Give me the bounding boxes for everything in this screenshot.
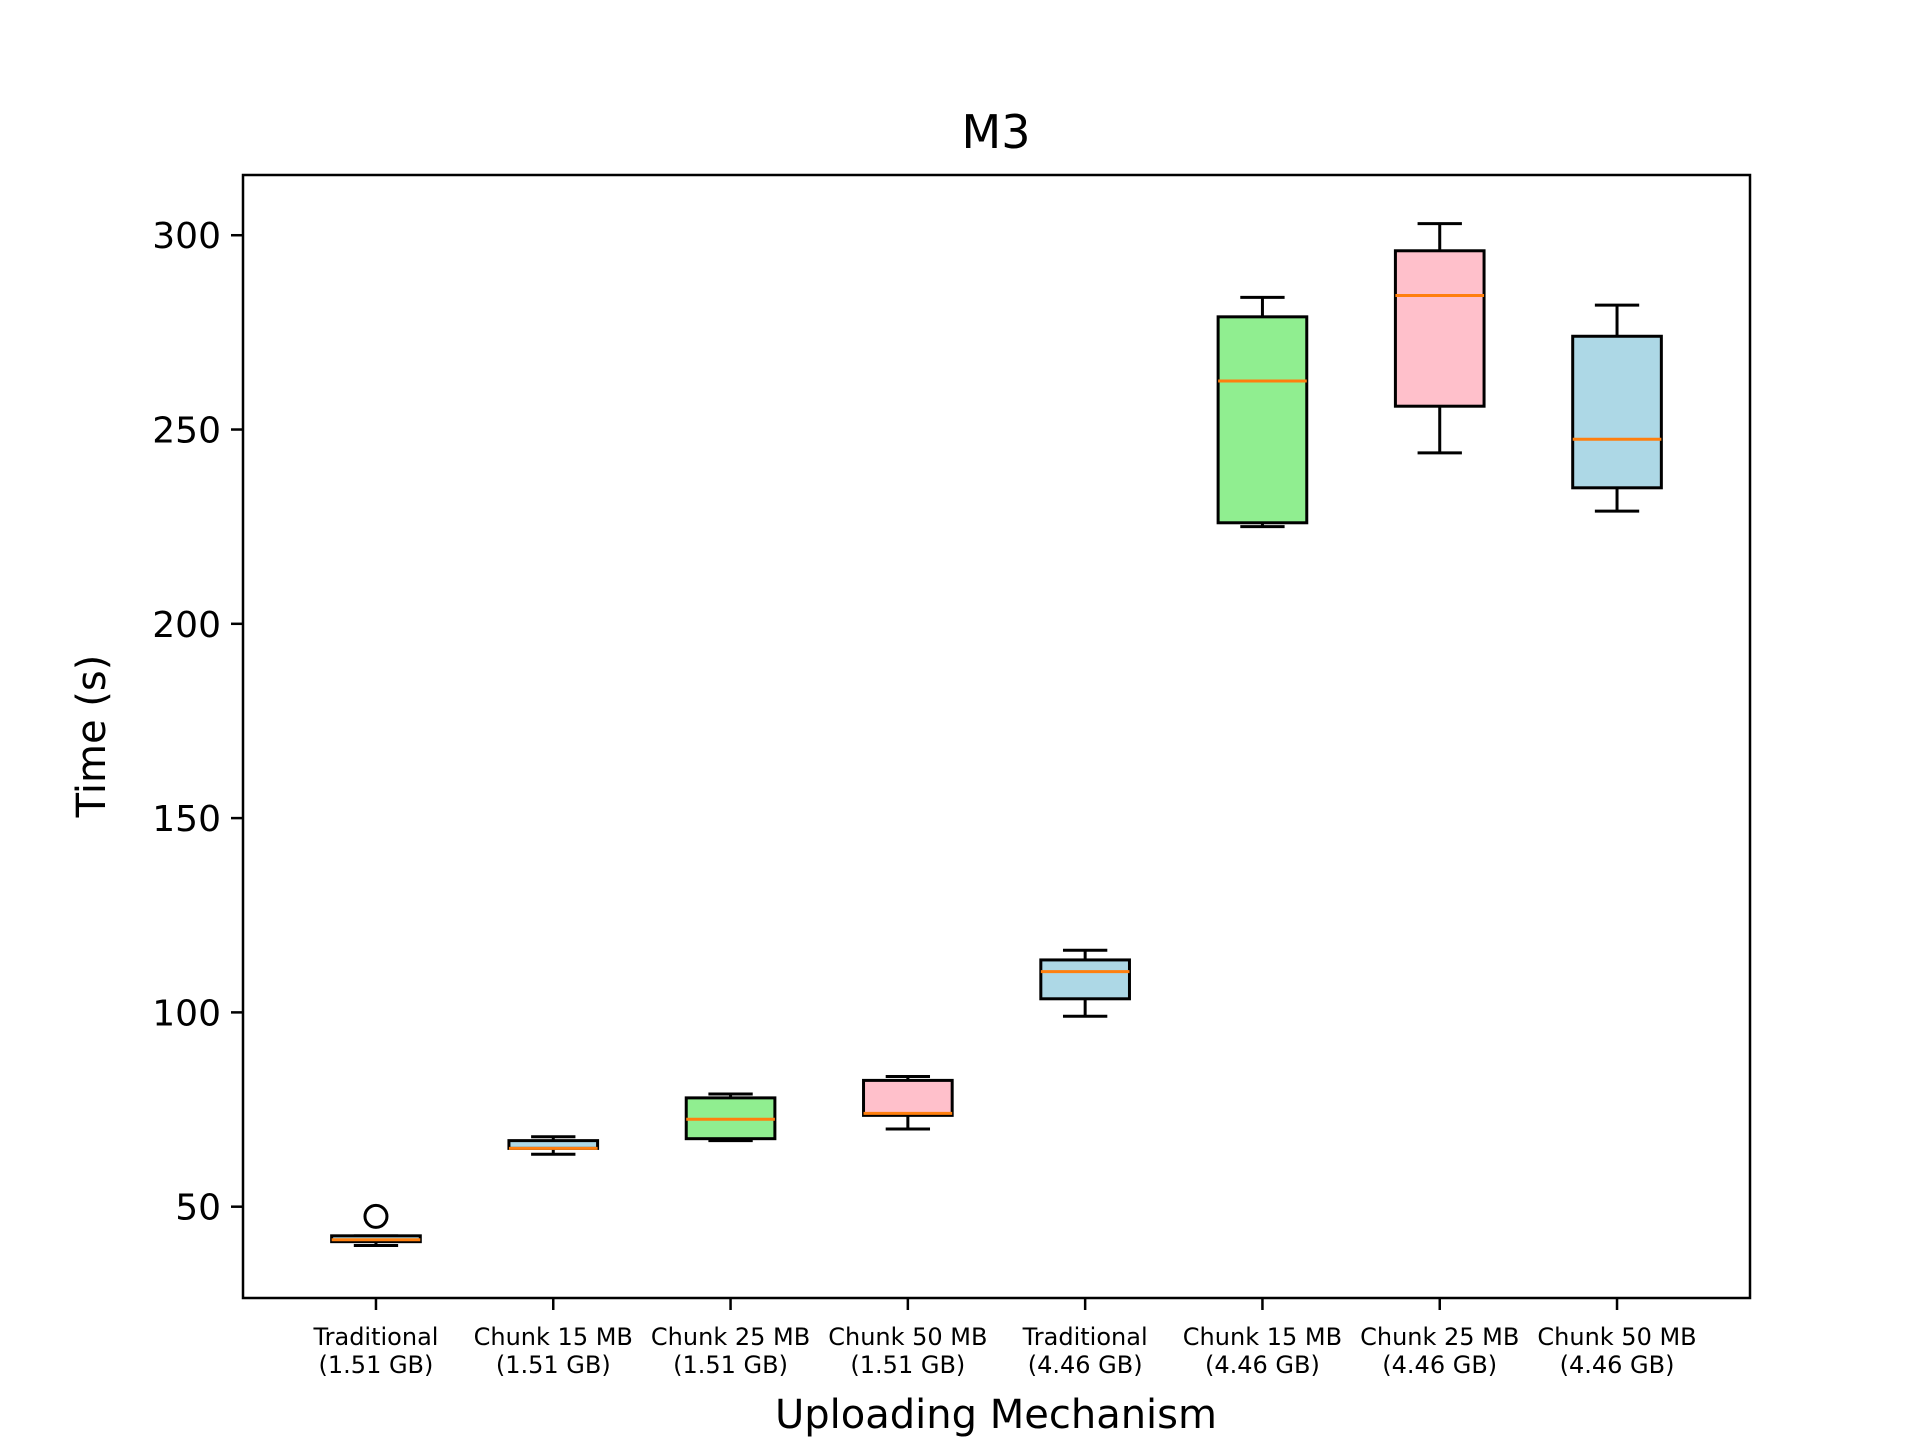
x-axis: Traditional(1.51 GB)Chunk 15 MB(1.51 GB)… xyxy=(312,1298,1697,1379)
plot-area xyxy=(330,222,1663,1248)
x-tick-label-7-line-1: Chunk 25 MB xyxy=(1360,1323,1519,1351)
box-body xyxy=(1216,315,1309,525)
x-tick-label-8-line-1: Chunk 50 MB xyxy=(1537,1323,1696,1351)
box-body xyxy=(862,1078,954,1117)
y-tick-label-150: 150 xyxy=(152,799,221,840)
box-8 xyxy=(1571,303,1663,513)
box-body xyxy=(1393,249,1486,408)
y-tick-label-50: 50 xyxy=(175,1188,221,1229)
x-tick-label-3-line-2: (1.51 GB) xyxy=(673,1351,788,1379)
box-body xyxy=(1571,334,1663,490)
x-tick-label-3-line-1: Chunk 25 MB xyxy=(651,1323,810,1351)
x-axis-label: Uploading Mechanism xyxy=(775,1392,1217,1438)
x-tick-label-1-line-2: (1.51 GB) xyxy=(319,1351,434,1379)
x-tick-label-5-line-2: (4.46 GB) xyxy=(1028,1351,1143,1379)
box-4 xyxy=(862,1075,954,1131)
x-tick-label-2-line-1: Chunk 15 MB xyxy=(474,1323,633,1351)
plot-frame xyxy=(241,173,1752,1300)
outlier-point xyxy=(363,1203,389,1229)
y-tick-label-200: 200 xyxy=(152,605,221,646)
box-5 xyxy=(1039,948,1131,1018)
chart-title: M3 xyxy=(962,105,1031,159)
x-tick-label-1-line-1: Traditional xyxy=(312,1323,438,1351)
x-tick-label-6-line-2: (4.46 GB) xyxy=(1205,1351,1320,1379)
y-tick-label-300: 300 xyxy=(152,216,221,257)
box-1 xyxy=(330,1203,422,1248)
y-tick-label-100: 100 xyxy=(152,993,221,1034)
x-tick-label-8-line-2: (4.46 GB) xyxy=(1560,1351,1675,1379)
box-2 xyxy=(507,1135,600,1156)
y-axis: 50 100 150 200 250 300 xyxy=(152,216,243,1229)
y-tick-label-250: 250 xyxy=(152,411,221,452)
box-7 xyxy=(1393,222,1486,455)
x-tick-label-2-line-2: (1.51 GB) xyxy=(496,1351,611,1379)
x-tick-label-7-line-2: (4.46 GB) xyxy=(1382,1351,1497,1379)
x-tick-label-4-line-1: Chunk 50 MB xyxy=(828,1323,987,1351)
x-tick-label-6-line-1: Chunk 15 MB xyxy=(1183,1323,1342,1351)
box-3 xyxy=(684,1092,777,1143)
x-tick-label-4-line-2: (1.51 GB) xyxy=(850,1351,965,1379)
x-tick-label-5-line-1: Traditional xyxy=(1022,1323,1148,1351)
box-body xyxy=(1039,958,1131,1001)
box-6 xyxy=(1216,295,1309,529)
y-axis-label: Time (s) xyxy=(69,655,115,819)
